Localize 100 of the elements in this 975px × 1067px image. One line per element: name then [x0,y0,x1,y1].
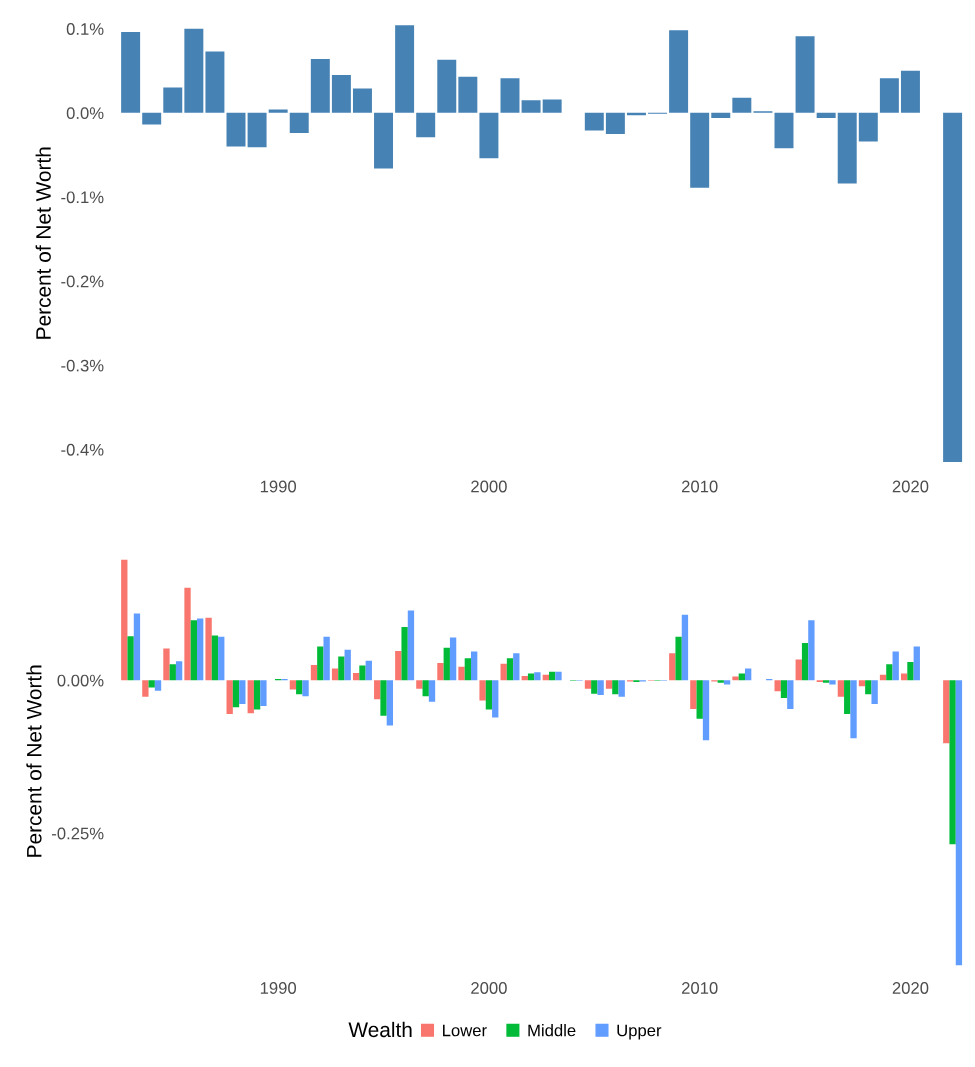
bar [416,112,436,138]
bar [892,651,899,681]
x-tick-label: 1990 [260,982,297,994]
bar [907,661,914,681]
bar [808,620,815,681]
bar [829,680,836,685]
bar [521,100,541,113]
y-tick-label: -0.1% [61,191,104,204]
bar [428,680,436,702]
bar [302,680,309,697]
y-tick-label: -0.4% [61,443,104,456]
bar [681,614,689,681]
bar [310,664,318,681]
bar [605,112,625,134]
bar [534,672,541,681]
bar [395,650,402,681]
bar [197,618,204,681]
bar [458,666,465,681]
bar [711,112,731,118]
bar [822,680,830,683]
bar [669,653,676,681]
bar [133,613,141,681]
bar [597,680,604,695]
bar [485,680,493,710]
bar [374,680,381,700]
bar [190,620,198,681]
bar [471,651,478,681]
bar [443,647,450,681]
bar [211,635,219,681]
bar [479,680,486,701]
bar [913,646,920,681]
bar [696,680,703,719]
bar [175,661,183,681]
bar [331,74,351,113]
bar [591,680,598,694]
bar [618,680,625,697]
y-axis-title: Percent of Net Worth [35,147,51,339]
bar [492,680,499,718]
bar [774,112,794,149]
bar [253,680,261,710]
bar [352,88,372,113]
bar [943,112,963,463]
x-tick-label: 2010 [681,982,718,994]
bar [374,112,394,169]
bar [239,680,246,705]
bar [858,680,866,687]
bar [723,680,731,685]
bar [416,680,423,689]
bar [879,78,899,113]
bar [310,58,330,113]
bar [247,112,267,148]
bar [787,680,794,709]
bar [900,70,920,113]
bar [795,36,815,113]
y-tick-label: -0.25% [52,827,104,840]
bar [584,680,592,689]
y-tick-label: -0.3% [61,359,104,372]
bar [121,559,128,681]
bar [780,680,788,698]
bar [449,637,457,681]
bar [955,680,963,966]
bar [732,97,752,113]
legend-title: Wealth [348,1021,412,1038]
bar [127,636,134,681]
bar [871,680,878,705]
bar [142,680,149,697]
bar [289,112,309,134]
x-tick-label: 2000 [471,982,507,994]
bar [675,636,682,681]
y-tick-label: 0.0% [66,107,104,120]
bar [690,680,697,709]
bar [612,680,619,695]
legend-label: Middle [528,1024,576,1037]
bar [352,672,360,681]
bar [816,112,836,118]
bar [169,664,176,681]
bar [458,76,478,113]
bar [479,112,499,159]
bar [184,587,191,681]
bar [205,51,225,113]
bar [717,680,724,683]
bar [260,680,267,706]
y-tick-label: 0.1% [66,23,104,35]
bar [226,680,233,714]
bar [395,25,415,113]
bar [542,99,562,113]
bar [142,112,162,125]
bar [837,680,845,697]
bar [943,680,950,744]
x-tick-label: 2020 [892,480,929,493]
bar [365,660,372,681]
bar [732,676,739,681]
bar [218,636,225,681]
bar [500,78,520,113]
bar [380,680,387,716]
bar [338,656,345,681]
legend-label: Lower [443,1024,487,1037]
bar [886,664,893,681]
bar [669,30,689,113]
bar [205,617,212,681]
